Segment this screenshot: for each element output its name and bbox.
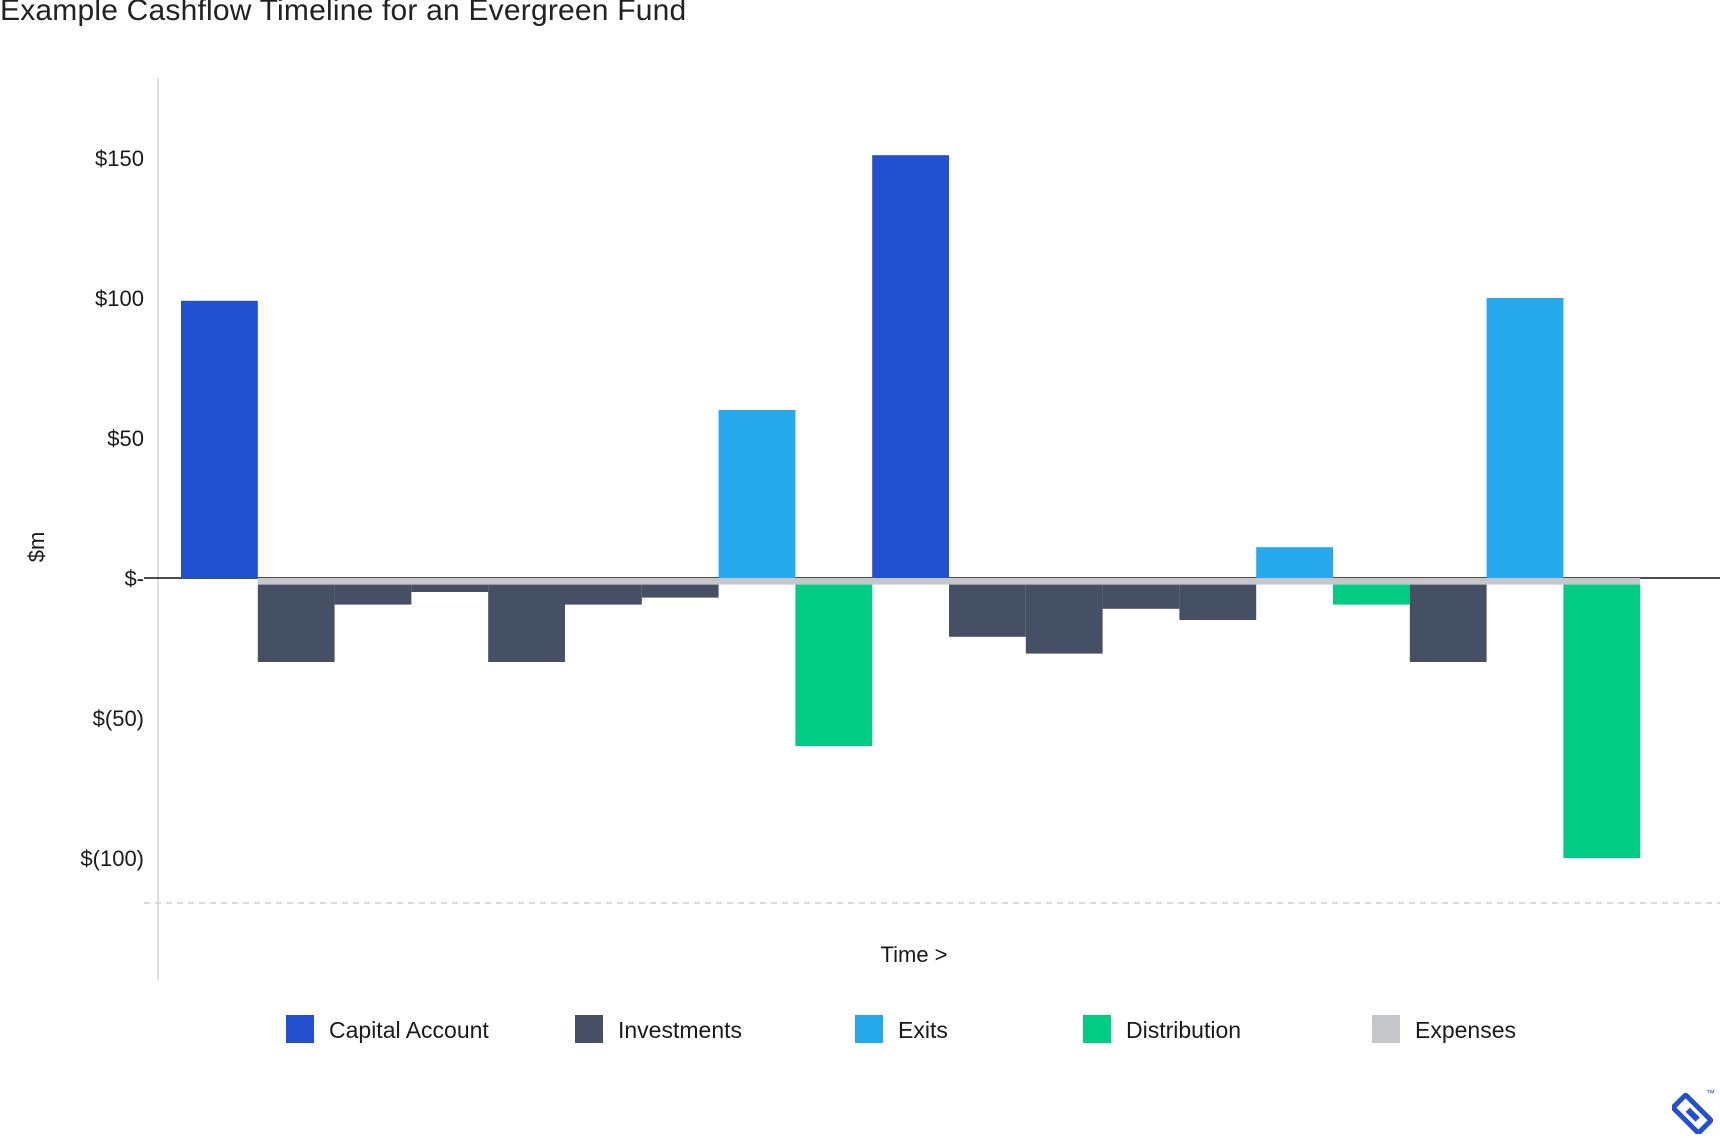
legend-swatch xyxy=(1372,1015,1400,1043)
legend-label: Investments xyxy=(618,1017,742,1043)
y-tick-label: $(50) xyxy=(93,706,144,731)
bar-investments xyxy=(334,584,412,605)
bar-investments xyxy=(1179,584,1257,620)
legend-swatch xyxy=(575,1015,603,1043)
bar-distribution xyxy=(795,584,873,746)
bar-exits xyxy=(1256,547,1333,578)
legend-swatch xyxy=(286,1015,314,1043)
legend-label: Expenses xyxy=(1415,1017,1516,1043)
y-tick-label: $(100) xyxy=(80,846,144,871)
bar-capital-account xyxy=(181,300,258,578)
y-tick-label: $50 xyxy=(107,426,144,451)
bar-investments xyxy=(949,584,1026,637)
y-axis-label: $m xyxy=(24,532,49,563)
legend-label: Exits xyxy=(898,1017,948,1043)
bar-capital-account xyxy=(872,155,949,578)
bar-investments xyxy=(1102,584,1180,609)
bar-exits xyxy=(718,410,796,578)
bar-investments xyxy=(1409,584,1487,662)
legend-swatch xyxy=(1083,1015,1111,1043)
bar-investments xyxy=(488,584,565,662)
bars-layer xyxy=(181,155,1641,858)
bar-distribution xyxy=(1563,584,1641,858)
y-tick-label: $150 xyxy=(95,146,144,171)
chart-title: Example Cashflow Timeline for an Evergre… xyxy=(0,0,687,27)
expenses-bar xyxy=(257,578,1641,585)
bar-investments xyxy=(565,584,642,605)
y-tick-label: $100 xyxy=(95,286,144,311)
legend-item-capital-account: Capital Account xyxy=(286,1015,489,1043)
legend-item-distribution: Distribution xyxy=(1083,1015,1241,1043)
bar-investments xyxy=(257,584,335,662)
bar-investments xyxy=(411,584,489,592)
toptal-logo-icon: ™ xyxy=(1672,1088,1715,1134)
bar-distribution xyxy=(1333,584,1410,605)
x-axis-label: Time > xyxy=(880,942,947,967)
trademark-mark: ™ xyxy=(1706,1088,1715,1098)
chart-legend: Capital Account Investments Exits Distribut… xyxy=(286,1015,1516,1043)
bar-exits xyxy=(1486,298,1564,578)
legend-item-exits: Exits xyxy=(855,1015,948,1043)
y-tick-label: $- xyxy=(124,566,144,591)
legend-item-investments: Investments xyxy=(575,1015,742,1043)
legend-swatch xyxy=(855,1015,883,1043)
legend-label: Distribution xyxy=(1126,1017,1241,1043)
axis-layer: $150 $100 $50 $- $(50) $(100) $m Time > xyxy=(24,78,1720,980)
bar-investments xyxy=(1025,584,1103,654)
legend-item-expenses: Expenses xyxy=(1372,1015,1516,1043)
bar-investments xyxy=(641,584,719,598)
legend-label: Capital Account xyxy=(329,1017,489,1043)
